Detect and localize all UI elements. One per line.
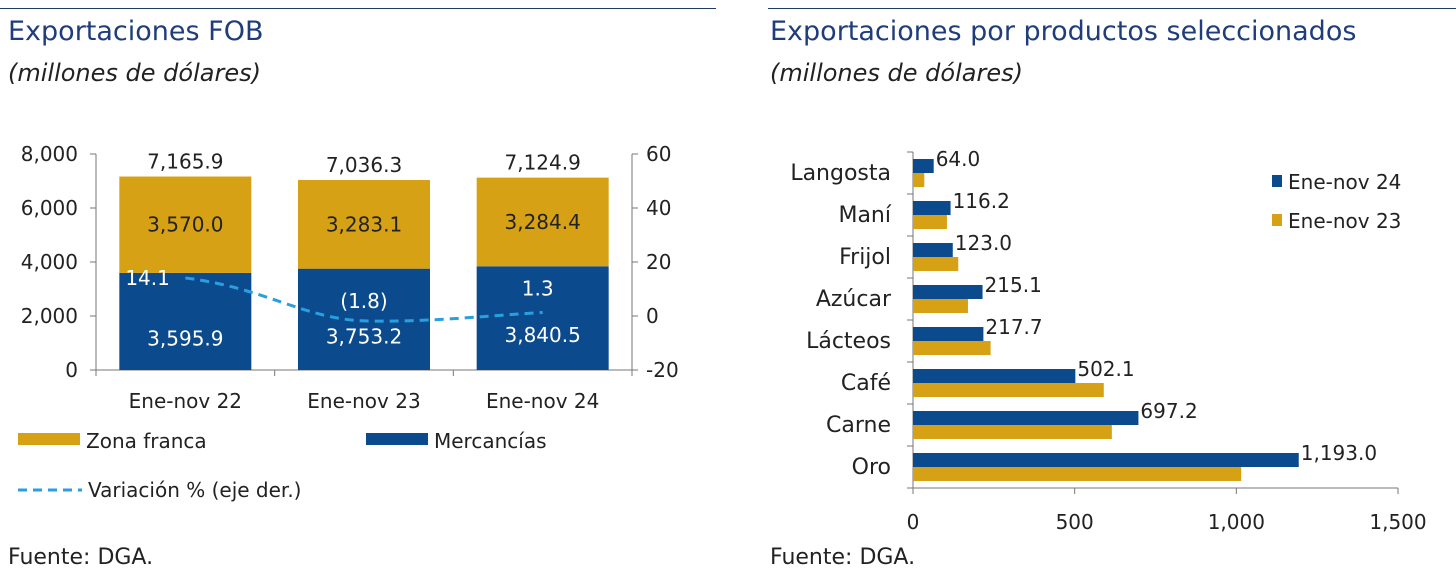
top-rule: [768, 8, 1456, 9]
category-label: Azúcar: [816, 287, 892, 312]
bar-ene-nov-23: [913, 173, 925, 187]
legend-swatch-mercancias: [366, 433, 428, 445]
x-tick-label: 1,000: [1208, 510, 1265, 534]
bar-zona-franca: [476, 177, 609, 267]
legend-swatch-ene-nov-23: [1272, 214, 1282, 226]
mercancias-value-label: 3,840.5: [504, 323, 580, 347]
variacion-label: 14.1: [125, 266, 170, 290]
bar-zona-franca: [119, 176, 252, 273]
x-tick-label: Ene-nov 23: [307, 389, 420, 413]
bar-ene-nov-23: [913, 341, 991, 355]
source-note: Fuente: DGA.: [8, 545, 154, 570]
bar-value-label: 215.1: [985, 273, 1042, 297]
x-tick-label: Ene-nov 22: [129, 389, 242, 413]
legend-label-variacion: Variación % (eje der.): [88, 478, 301, 502]
y-tick-label: 6,000: [21, 196, 78, 220]
category-label: Maní: [838, 203, 891, 228]
y2-tick-label: 60: [646, 142, 671, 166]
category-label: Carne: [826, 413, 891, 438]
stacked-bar-chart: 0 2,000 4,000 6,000 8,000 -20 0 20 40 60 3,595.9 3,…: [18, 142, 679, 502]
zona-franca-value-label: 3,284.4: [504, 210, 580, 234]
bar-ene-nov-24: [913, 327, 984, 341]
total-value-label: 7,165.9: [147, 150, 223, 174]
bar-zona-franca: [298, 180, 430, 269]
y-tick-label: 0: [65, 358, 78, 382]
zona-franca-value-label: 3,570.0: [147, 213, 223, 237]
bar-ene-nov-24: [913, 411, 1139, 425]
x-tick-label: 0: [907, 510, 920, 534]
zona-franca-value-label: 3,283.1: [326, 212, 402, 236]
y2-tick-label: -20: [646, 358, 679, 382]
total-value-label: 7,036.3: [326, 153, 402, 177]
mercancias-value-label: 3,753.2: [326, 324, 402, 348]
bar-ene-nov-24: [913, 285, 983, 299]
y-tick-label: 2,000: [21, 304, 78, 328]
bar-value-label: 116.2: [953, 189, 1010, 213]
total-value-label: 7,124.9: [504, 151, 580, 175]
bar-mercancias: [119, 272, 252, 370]
legend-label-ene-nov-23: Ene-nov 23: [1288, 209, 1401, 233]
y2-tick-label: 0: [646, 304, 659, 328]
x-tick-label: 1,500: [1369, 510, 1426, 534]
chart-title: Exportaciones FOB: [8, 16, 264, 47]
chart-subtitle: (millones de dólares): [770, 59, 1023, 87]
bar-ene-nov-23: [913, 383, 1104, 397]
variacion-label: 1.3: [522, 276, 554, 300]
variacion-label: (1.8): [340, 289, 387, 313]
category-label: Café: [841, 371, 891, 396]
bar-ene-nov-23: [913, 299, 968, 313]
legend-swatch-zona-franca: [18, 433, 80, 445]
source-note: Fuente: DGA.: [770, 545, 916, 570]
bar-ene-nov-24: [913, 369, 1076, 383]
productos-panel: Exportaciones por productos seleccionado…: [768, 0, 1456, 584]
legend-label-mercancias: Mercancías: [434, 429, 547, 453]
bar-ene-nov-24: [913, 159, 934, 173]
bar-ene-nov-24: [913, 453, 1299, 467]
y2-tick-label: 40: [646, 196, 671, 220]
bar-ene-nov-23: [913, 215, 947, 229]
category-label: Oro: [852, 455, 891, 480]
bar-value-label: 502.1: [1077, 357, 1134, 381]
chart-subtitle: (millones de dólares): [8, 59, 261, 87]
category-label: Frijol: [839, 245, 891, 270]
bar-value-label: 123.0: [955, 231, 1012, 255]
bar-ene-nov-24: [913, 201, 951, 215]
bar-value-label: 1,193.0: [1301, 441, 1377, 465]
y-tick-label: 4,000: [21, 250, 78, 274]
bar-value-label: 64.0: [936, 147, 981, 171]
bar-ene-nov-23: [913, 467, 1242, 481]
chart-title: Exportaciones por productos seleccionado…: [770, 16, 1357, 47]
bar-value-label: 217.7: [985, 315, 1042, 339]
x-tick-label: Ene-nov 24: [486, 389, 599, 413]
bar-ene-nov-23: [913, 425, 1112, 439]
exportaciones-fob-panel: Exportaciones FOB (millones de dólares) …: [0, 0, 716, 584]
bar-mercancias: [476, 266, 609, 370]
y-tick-label: 8,000: [21, 142, 78, 166]
x-tick-label: 500: [1056, 510, 1094, 534]
legend-label-zona-franca: Zona franca: [86, 429, 207, 453]
category-label: Langosta: [790, 161, 891, 186]
y2-tick-label: 20: [646, 250, 671, 274]
legend-swatch-ene-nov-24: [1272, 175, 1282, 187]
top-rule: [0, 8, 716, 9]
legend-label-ene-nov-24: Ene-nov 24: [1288, 170, 1401, 194]
horizontal-bar-chart: 0 500 1,000 1,500 64.0 Langosta 116.2 Maní 123.0…: [790, 147, 1426, 534]
category-label: Lácteos: [806, 329, 891, 354]
bar-ene-nov-24: [913, 243, 953, 257]
mercancias-value-label: 3,595.9: [147, 326, 223, 350]
bar-ene-nov-23: [913, 257, 959, 271]
bar-value-label: 697.2: [1140, 399, 1197, 423]
